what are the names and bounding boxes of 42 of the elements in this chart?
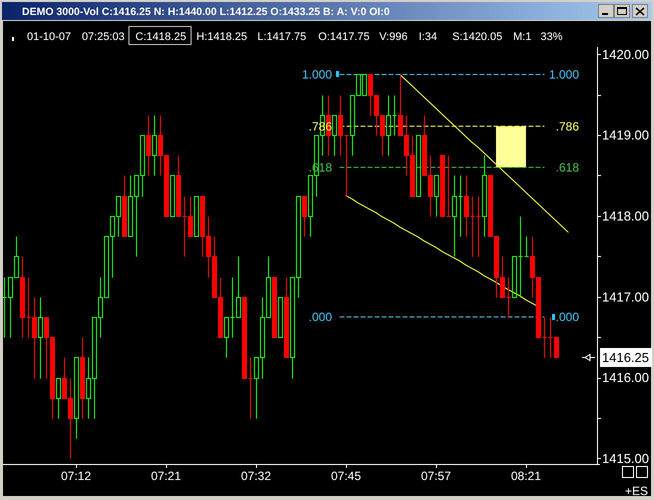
text: .000 (308, 310, 332, 324)
text: .618 (556, 160, 579, 175)
candlestick (38, 297, 43, 379)
text: 01-10-07 07:25:03 C:1418.25 H:1418.25 L:1417.75 O:1417.75 V:996 I:34 S:1420.05 M:1 33% (27, 31, 562, 43)
candlestick (476, 196, 481, 257)
candlestick (482, 155, 487, 237)
candlestick (278, 297, 283, 338)
candlestick (284, 277, 289, 358)
line-series (346, 195, 538, 307)
candlestick (152, 115, 157, 176)
candlestick (80, 337, 85, 419)
series-label: 1.000 (548, 68, 580, 82)
candlestick (194, 196, 199, 237)
x-tick-label: 07:12 (60, 469, 92, 483)
candlestick (434, 175, 439, 217)
candlestick (170, 175, 175, 217)
text: 1.000 (302, 68, 332, 82)
text: 1416.25 (602, 350, 649, 366)
x-tick-label: 07:45 (330, 469, 362, 483)
candlestick (302, 196, 307, 237)
x-tick-label: 08:21 (510, 469, 542, 483)
y-tick-label: 1415.00 (602, 450, 649, 466)
y-tick-label: 1420.00 (602, 46, 649, 62)
x-tick-label: 07:21 (150, 469, 182, 483)
chart-title: DEMO 3000-Vol C:1416.25 N: H:1440.00 L:1412.25 O:1433.25 B: A: V:0 OI:0 (22, 6, 390, 18)
candlestick (74, 357, 79, 439)
candlestick (416, 135, 421, 197)
x-tick-label: 07:32 (240, 469, 272, 483)
candlestick (332, 115, 337, 156)
x-tick-label: 07:57 (420, 469, 452, 483)
text: .786 (556, 119, 579, 134)
candlestick (146, 115, 151, 176)
candlestick (272, 277, 277, 338)
text: +ES (624, 484, 648, 498)
candlestick (122, 175, 127, 237)
legend-label: .000 (556, 310, 580, 324)
y-tick-label: 1416.00 (602, 370, 649, 386)
candlestick (56, 378, 61, 419)
y-tick-label: 1419.00 (602, 128, 649, 143)
candlestick (524, 236, 529, 257)
y-tick-label: 1417.00 (602, 289, 649, 304)
y-tick-label: 1418.00 (602, 208, 649, 224)
